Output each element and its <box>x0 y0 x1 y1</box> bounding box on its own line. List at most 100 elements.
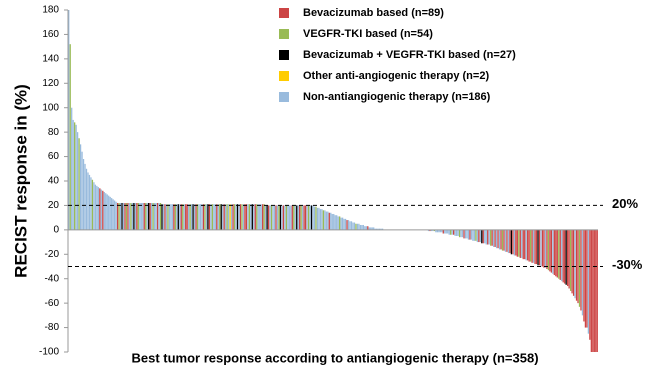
bar <box>146 202 148 230</box>
bar <box>356 223 359 230</box>
bar <box>229 204 231 230</box>
bar <box>355 223 357 230</box>
bar <box>513 229 515 256</box>
bar <box>467 229 470 240</box>
bar <box>458 229 461 238</box>
bar <box>139 202 141 230</box>
legend-swatch <box>279 92 289 102</box>
bar <box>333 213 335 230</box>
bar <box>309 205 311 230</box>
bar <box>575 229 578 301</box>
bar <box>68 10 70 230</box>
bar <box>196 204 199 230</box>
bar <box>149 202 151 230</box>
bar <box>327 211 329 230</box>
bar <box>156 202 159 230</box>
bar <box>102 190 104 230</box>
legend-swatch <box>279 50 289 60</box>
bar <box>294 205 296 230</box>
bar <box>290 205 292 230</box>
bar <box>524 229 526 260</box>
bar <box>199 204 202 230</box>
x-axis-label: Best tumor response according to antiang… <box>131 350 538 365</box>
bar <box>195 204 197 230</box>
legend-label: VEGFR-TKI based (n=54) <box>303 28 433 40</box>
bar <box>310 205 313 230</box>
bar <box>509 229 511 254</box>
bar <box>188 204 190 230</box>
bar <box>507 229 510 254</box>
bar <box>552 229 554 274</box>
bar <box>299 205 301 230</box>
bar <box>541 229 544 267</box>
bar <box>546 229 548 269</box>
bar <box>91 179 94 230</box>
bar <box>186 204 188 230</box>
bar <box>225 204 227 230</box>
y-tick-label: -80 <box>45 322 60 333</box>
bar <box>245 204 248 230</box>
bar <box>353 222 356 230</box>
bar <box>569 229 572 291</box>
bar <box>336 215 338 230</box>
y-tick-label: 20 <box>48 200 60 211</box>
bar <box>559 229 561 280</box>
bar <box>439 229 441 233</box>
bar <box>504 229 507 252</box>
bar <box>484 229 486 244</box>
bar <box>352 222 354 230</box>
bar <box>519 229 521 258</box>
bar <box>285 205 288 230</box>
bar <box>564 229 566 284</box>
bar <box>151 202 153 230</box>
bar <box>463 229 465 239</box>
bar <box>174 204 176 230</box>
bar <box>254 204 256 230</box>
bar <box>87 172 89 230</box>
bar <box>593 229 595 352</box>
bar <box>177 204 179 230</box>
bar <box>438 229 440 233</box>
bar <box>162 204 165 230</box>
bar <box>512 229 514 255</box>
bar <box>500 229 502 250</box>
bar <box>586 229 588 328</box>
bar <box>116 202 119 230</box>
bar <box>318 207 320 230</box>
bar <box>208 204 211 230</box>
bar <box>370 227 372 230</box>
bar <box>219 204 221 230</box>
bar <box>109 196 111 230</box>
bar <box>313 206 316 230</box>
bar <box>534 229 536 265</box>
y-tick-label: 120 <box>42 78 59 89</box>
bar <box>343 218 345 230</box>
bar <box>96 185 98 230</box>
bar <box>72 119 74 230</box>
bar <box>288 205 290 230</box>
bar <box>578 229 581 307</box>
bar <box>180 204 182 230</box>
bar <box>113 200 116 230</box>
bar <box>303 205 305 230</box>
bar <box>232 204 234 230</box>
bar <box>346 220 348 230</box>
bar <box>202 204 205 230</box>
bar <box>448 229 450 235</box>
legend-swatch <box>279 71 289 81</box>
legend-label: Other anti-angiogenic therapy (n=2) <box>303 70 489 82</box>
bar <box>447 229 449 234</box>
bar <box>453 229 455 235</box>
bar <box>460 229 462 238</box>
bar <box>201 204 203 230</box>
bar <box>300 205 302 230</box>
bar <box>140 202 142 230</box>
bar <box>543 229 545 268</box>
bar <box>296 205 298 230</box>
bar <box>359 224 362 230</box>
bar <box>130 202 132 230</box>
bar <box>297 205 299 230</box>
bar <box>105 193 107 230</box>
bar <box>561 229 563 282</box>
bar <box>214 204 216 230</box>
